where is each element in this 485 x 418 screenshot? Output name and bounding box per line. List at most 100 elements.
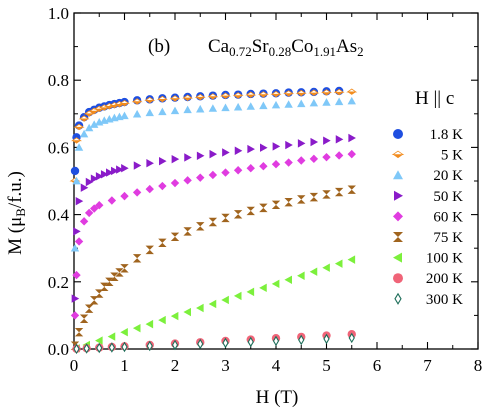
data-point bbox=[209, 149, 218, 159]
subscript-text: 2 bbox=[357, 44, 363, 59]
legend-label: 50 K bbox=[433, 189, 463, 205]
marker-bottom bbox=[170, 98, 180, 102]
data-point bbox=[78, 115, 90, 122]
marker-bottom bbox=[115, 104, 124, 108]
data-point bbox=[132, 323, 141, 333]
data-point bbox=[335, 135, 344, 144]
data-point bbox=[74, 328, 84, 337]
data-point bbox=[156, 95, 168, 103]
data-point bbox=[284, 100, 293, 108]
y-tick-label: 0.2 bbox=[48, 273, 69, 292]
data-point bbox=[145, 245, 154, 255]
data-point bbox=[348, 332, 355, 344]
data-point bbox=[120, 264, 129, 273]
x-tick-label: 1 bbox=[120, 356, 129, 375]
legend: 1.8 K 5 K 20 K 50 K 60 K 75 K 100 K 200 K 300 K bbox=[391, 127, 463, 308]
data-point bbox=[132, 188, 142, 197]
marker-bottom bbox=[95, 109, 104, 113]
data-point bbox=[95, 336, 103, 345]
data-point bbox=[323, 136, 331, 145]
marker-bottom bbox=[347, 91, 356, 95]
data-point bbox=[245, 91, 257, 98]
data-point bbox=[84, 208, 94, 218]
data-point bbox=[170, 178, 180, 188]
x-axis-label: H (T) bbox=[256, 387, 299, 408]
data-point bbox=[145, 319, 154, 329]
data-point bbox=[391, 150, 405, 159]
data-point bbox=[221, 295, 229, 305]
data-point bbox=[71, 294, 80, 303]
data-point bbox=[196, 104, 205, 113]
data-point bbox=[308, 89, 320, 96]
y-axis-label: M (μB/f.u.) bbox=[5, 171, 28, 255]
data-point bbox=[84, 123, 94, 132]
data-point bbox=[297, 99, 306, 108]
data-point bbox=[284, 197, 293, 207]
data-point bbox=[247, 144, 255, 154]
data-point bbox=[334, 259, 343, 268]
data-point bbox=[194, 93, 206, 101]
data-point bbox=[132, 109, 142, 118]
data-point bbox=[146, 340, 153, 352]
data-point bbox=[170, 106, 180, 115]
legend-label: 200 K bbox=[426, 271, 463, 287]
data-point bbox=[208, 217, 218, 227]
data-point bbox=[347, 185, 356, 194]
data-point bbox=[222, 337, 229, 349]
data-point bbox=[70, 311, 80, 320]
text-part: /f.u.) bbox=[5, 171, 26, 208]
marker-bottom bbox=[322, 92, 331, 96]
data-point bbox=[133, 161, 142, 170]
marker-bottom bbox=[110, 105, 119, 109]
data-point bbox=[90, 174, 99, 183]
data-point bbox=[334, 151, 344, 160]
marker-bottom bbox=[74, 127, 84, 131]
marker-bottom bbox=[271, 94, 281, 98]
data-point bbox=[271, 100, 281, 109]
data-point bbox=[323, 333, 330, 345]
data-point bbox=[105, 168, 114, 177]
text-part: As bbox=[336, 36, 357, 57]
marker-top bbox=[346, 88, 358, 93]
data-point bbox=[120, 328, 128, 337]
data-point bbox=[297, 139, 306, 148]
data-point bbox=[70, 341, 80, 350]
data-point bbox=[197, 338, 204, 350]
marker-bottom bbox=[196, 97, 205, 101]
data-point bbox=[158, 315, 166, 325]
data-point bbox=[196, 151, 205, 160]
data-point bbox=[246, 164, 255, 173]
data-point bbox=[393, 252, 402, 263]
x-tick-label: 7 bbox=[423, 356, 432, 375]
data-point bbox=[183, 176, 192, 185]
data-point bbox=[260, 143, 268, 152]
data-point bbox=[333, 88, 345, 96]
data-point bbox=[222, 148, 230, 157]
data-point bbox=[170, 232, 180, 241]
marker-top bbox=[391, 150, 405, 156]
data-point bbox=[184, 153, 192, 162]
x-tick-label: 2 bbox=[171, 356, 180, 375]
marker-bottom bbox=[393, 154, 403, 159]
data-point bbox=[271, 200, 281, 210]
data-point bbox=[116, 165, 124, 174]
marker-bottom bbox=[183, 98, 192, 101]
data-point bbox=[257, 91, 269, 98]
data-point bbox=[246, 287, 255, 297]
data-point bbox=[72, 176, 81, 185]
data-point bbox=[270, 90, 282, 98]
data-point bbox=[221, 168, 230, 177]
data-point bbox=[233, 291, 242, 301]
data-point bbox=[221, 103, 230, 112]
text-part: Co bbox=[291, 36, 313, 57]
series-100k bbox=[72, 255, 356, 353]
data-point bbox=[221, 213, 230, 223]
data-point bbox=[169, 95, 181, 102]
data-point bbox=[107, 332, 116, 341]
x-tick-label: 8 bbox=[474, 356, 483, 375]
data-point bbox=[84, 304, 94, 313]
subscript-text: 0.28 bbox=[269, 44, 292, 59]
data-point bbox=[347, 149, 356, 159]
